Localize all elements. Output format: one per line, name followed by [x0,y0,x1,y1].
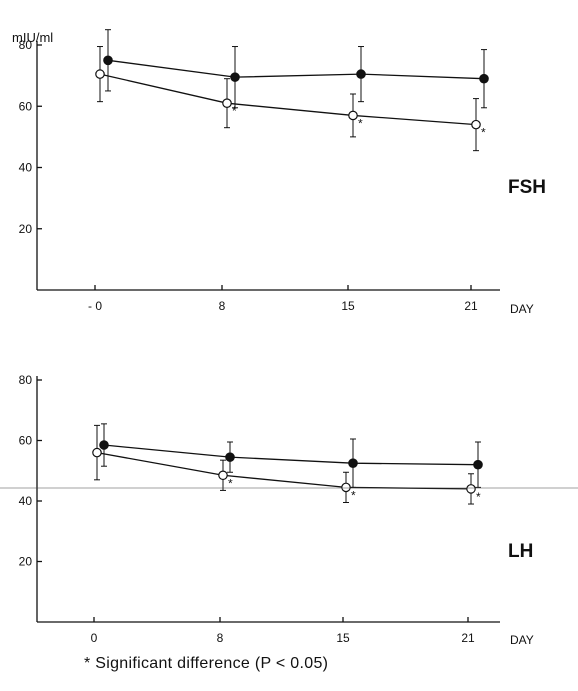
lh-open-point-0 [92,447,102,458]
fsh-y-tick-label-40: 40 [19,161,33,175]
lh-open-point-8 [218,470,228,481]
lh-y-tick-label-20: 20 [19,555,33,569]
fsh-open-point-0 [95,69,105,79]
lh-filled-series-line [103,444,479,466]
fsh-y-axis-title: mIU/ml [12,30,53,45]
fsh-panel-title: FSH [508,177,546,198]
lh-filled-point-8 [225,452,235,462]
fsh-open-series-line [99,73,477,126]
lh-y-tick-label-40: 40 [19,494,33,508]
lh-open-significance-mark-15: * [351,488,356,502]
fsh-filled-series-line [107,59,485,80]
lh-open-significance-mark-21: * [476,490,481,504]
fsh-open-point-8 [222,98,232,108]
lh-open-significance-mark-8: * [228,476,233,490]
fsh-open-point-21 [471,119,481,130]
fsh-x-tick-label-0: - 0 [88,299,102,313]
lh-open-point-21 [466,484,476,494]
lh-filled-point-0 [99,440,109,450]
lh-open-point-15 [341,482,351,493]
fsh-open-point-15 [348,110,358,121]
lh-x-tick-label-15: 15 [336,631,350,645]
fsh-y-tick-label-20: 20 [19,222,33,236]
fsh-filled-point-21 [479,73,489,84]
fsh-x-axis-title: DAY [510,302,534,316]
lh-open-series-line [96,451,472,490]
lh-x-tick-label-8: 8 [217,631,224,645]
fsh-x-tick-label-15: 15 [341,299,355,313]
fsh-open-significance-mark-15: * [358,116,363,130]
footnote-significance: * Significant difference (P < 0.05) [84,655,329,672]
fsh-filled-point-15 [356,69,366,79]
lh-panel-title: LH [508,541,533,562]
fsh-y-tick-label-80: 80 [19,38,33,52]
fsh-open-significance-mark-21: * [481,126,486,140]
fsh-filled-point-0 [103,55,113,66]
lh-y-tick-label-60: 60 [19,434,33,448]
lh-x-tick-label-21: 21 [461,631,475,645]
fsh-open-significance-mark-8: * [232,104,237,118]
fsh-filled-point-8 [230,72,240,82]
fsh-y-tick-label-60: 60 [19,99,33,113]
fsh-x-tick-label-21: 21 [464,299,478,313]
fsh-x-tick-label-8: 8 [219,299,226,313]
lh-x-axis-title: DAY [510,633,534,647]
lh-x-tick-label-0: 0 [91,631,98,645]
lh-filled-point-15 [348,458,358,468]
lh-filled-point-21 [473,459,483,470]
lh-y-tick-label-80: 80 [19,373,33,387]
